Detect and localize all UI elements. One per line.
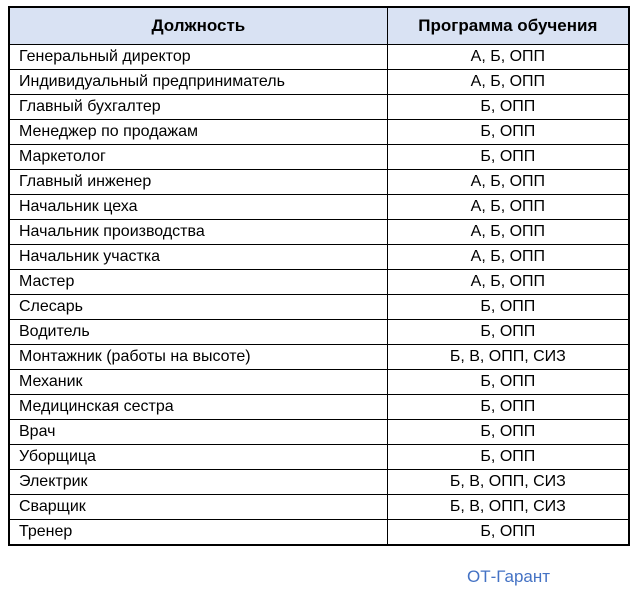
table-row: Медицинская сестра Б, ОПП	[8, 394, 630, 420]
table-row: Слесарь Б, ОПП	[8, 294, 630, 320]
table-cell-program: А, Б, ОПП	[386, 194, 630, 220]
table-cell-program: А, Б, ОПП	[386, 219, 630, 245]
table-cell-position: Главный бухгалтер	[8, 94, 388, 120]
table-row: Механик Б, ОПП	[8, 369, 630, 395]
table-header-row: Должность Программа обучения	[8, 6, 630, 45]
table-cell-position: Менеджер по продажам	[8, 119, 388, 145]
table-cell-program: Б, ОПП	[386, 294, 630, 320]
table-body: Генеральный директор А, Б, ОПП Индивидуаль…	[8, 44, 630, 546]
column-header-program: Программа обучения	[386, 6, 630, 45]
table-cell-position: Мастер	[8, 269, 388, 295]
table-cell-position: Механик	[8, 369, 388, 395]
table-cell-program: А, Б, ОПП	[386, 244, 630, 270]
table-cell-position: Слесарь	[8, 294, 388, 320]
table-cell-program: Б, В, ОПП, СИЗ	[386, 494, 630, 520]
table-row: Уборщица Б, ОПП	[8, 444, 630, 470]
table-cell-position: Водитель	[8, 319, 388, 345]
table-row: Начальник участка А, Б, ОПП	[8, 244, 630, 270]
table-cell-program: Б, ОПП	[386, 94, 630, 120]
table-row: Главный бухгалтер Б, ОПП	[8, 94, 630, 120]
table-cell-position: Главный инженер	[8, 169, 388, 195]
table-row: Сварщик Б, В, ОПП, СИЗ	[8, 494, 630, 520]
table-row: Водитель Б, ОПП	[8, 319, 630, 345]
column-header-position: Должность	[8, 6, 388, 45]
training-programs-table: Должность Программа обучения Генеральный…	[8, 6, 630, 546]
table-cell-program: А, Б, ОПП	[386, 269, 630, 295]
table-cell-position: Начальник участка	[8, 244, 388, 270]
table-row: Электрик Б, В, ОПП, СИЗ	[8, 469, 630, 495]
table-cell-program: Б, В, ОПП, СИЗ	[386, 344, 630, 370]
table-row: Монтажник (работы на высоте) Б, В, ОПП, С…	[8, 344, 630, 370]
table-row: Начальник производства А, Б, ОПП	[8, 219, 630, 245]
table-row: Маркетолог Б, ОПП	[8, 144, 630, 170]
table-cell-program: Б, ОПП	[386, 444, 630, 470]
table-cell-program: Б, ОПП	[386, 144, 630, 170]
table-cell-position: Электрик	[8, 469, 388, 495]
table-cell-position: Медицинская сестра	[8, 394, 388, 420]
table-cell-position: Генеральный директор	[8, 44, 388, 70]
table-cell-position: Маркетолог	[8, 144, 388, 170]
table-cell-position: Начальник производства	[8, 219, 388, 245]
table-cell-program: Б, В, ОПП, СИЗ	[386, 469, 630, 495]
table-row: Тренер Б, ОПП	[8, 519, 630, 546]
table-row: Индивидуальный предприниматель А, Б, ОПП	[8, 69, 630, 95]
table-cell-position: Сварщик	[8, 494, 388, 520]
table-cell-position: Начальник цеха	[8, 194, 388, 220]
table-row: Врач Б, ОПП	[8, 419, 630, 445]
table-row: Главный инженер А, Б, ОПП	[8, 169, 630, 195]
table-cell-program: Б, ОПП	[386, 319, 630, 345]
table-cell-program: Б, ОПП	[386, 394, 630, 420]
footer: ОТ-Гарант	[387, 567, 630, 587]
table-cell-program: А, Б, ОПП	[386, 44, 630, 70]
table-row: Мастер А, Б, ОПП	[8, 269, 630, 295]
table-row: Менеджер по продажам Б, ОПП	[8, 119, 630, 145]
table-cell-position: Врач	[8, 419, 388, 445]
table-cell-program: Б, ОПП	[386, 519, 630, 546]
table-cell-position: Тренер	[8, 519, 388, 546]
table-row: Генеральный директор А, Б, ОПП	[8, 44, 630, 70]
table-cell-position: Монтажник (работы на высоте)	[8, 344, 388, 370]
table-cell-program: А, Б, ОПП	[386, 169, 630, 195]
brand-link[interactable]: ОТ-Гарант	[466, 567, 551, 586]
table-cell-program: Б, ОПП	[386, 419, 630, 445]
table-cell-program: А, Б, ОПП	[386, 69, 630, 95]
table-cell-position: Уборщица	[8, 444, 388, 470]
table-cell-position: Индивидуальный предприниматель	[8, 69, 388, 95]
table-cell-program: Б, ОПП	[386, 119, 630, 145]
table-row: Начальник цеха А, Б, ОПП	[8, 194, 630, 220]
table-cell-program: Б, ОПП	[386, 369, 630, 395]
